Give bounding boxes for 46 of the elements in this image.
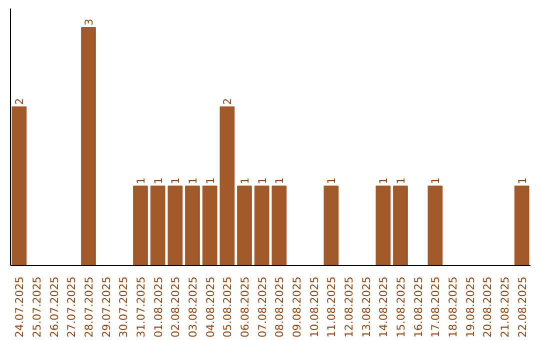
x-tick-label: 01.08.2025 <box>152 276 165 338</box>
data-label: 1 <box>169 177 182 184</box>
x-tick-label: 28.07.2025 <box>82 276 96 338</box>
x-tick-label: 26.07.2025 <box>48 276 61 338</box>
data-label: 1 <box>256 177 269 184</box>
data-label: 1 <box>429 177 442 184</box>
data-label: 3 <box>82 18 96 26</box>
data-label: 1 <box>204 177 217 184</box>
x-tick-label: 08.08.2025 <box>273 276 286 338</box>
x-tick-label: 13.08.2025 <box>360 276 373 338</box>
data-label: 2 <box>13 98 26 105</box>
x-tick-label: 29.07.2025 <box>100 276 113 338</box>
data-label: 1 <box>394 177 408 184</box>
x-tick-label: 06.08.2025 <box>238 276 252 338</box>
x-tick-label: 15.08.2025 <box>394 276 408 338</box>
x-tick-label: 10.08.2025 <box>308 276 321 338</box>
data-label: 1 <box>134 177 148 184</box>
x-tick-label: 04.08.2025 <box>204 276 217 338</box>
x-tick-label: 17.08.2025 <box>429 276 442 338</box>
data-label: 1 <box>273 177 286 184</box>
x-tick-label: 12.08.2025 <box>342 276 356 338</box>
x-tick-label: 21.08.2025 <box>498 276 512 338</box>
data-label: 1 <box>377 177 390 184</box>
x-tick-label: 22.08.2025 <box>516 276 529 338</box>
x-tick-label: 14.08.2025 <box>377 276 390 338</box>
data-label: 1 <box>516 177 529 184</box>
data-label: 1 <box>152 177 165 184</box>
x-tick-label: 27.07.2025 <box>65 276 78 338</box>
x-tick-label: 20.08.2025 <box>481 276 494 338</box>
x-tick-label: 18.08.2025 <box>446 276 460 338</box>
x-tick-label: 09.08.2025 <box>290 276 304 338</box>
data-label: 1 <box>238 177 252 184</box>
x-tick-label: 24.07.2025 <box>13 276 26 338</box>
x-tick-label: 19.08.2025 <box>464 276 477 338</box>
x-tick-label: 05.08.2025 <box>221 276 234 338</box>
x-tick-label: 25.07.2025 <box>30 276 44 338</box>
x-tick-label: 30.07.2025 <box>117 276 130 338</box>
data-label: 1 <box>186 177 200 184</box>
data-label: 2 <box>221 98 234 105</box>
x-tick-label: 07.08.2025 <box>256 276 269 338</box>
x-tick-label: 31.07.2025 <box>134 276 148 338</box>
x-tick-label: 02.08.2025 <box>169 276 182 338</box>
x-tick-label: 16.08.2025 <box>412 276 425 338</box>
data-label: 1 <box>325 177 338 184</box>
x-tick-label: 03.08.2025 <box>186 276 200 338</box>
x-tick-label: 11.08.2025 <box>325 276 338 338</box>
